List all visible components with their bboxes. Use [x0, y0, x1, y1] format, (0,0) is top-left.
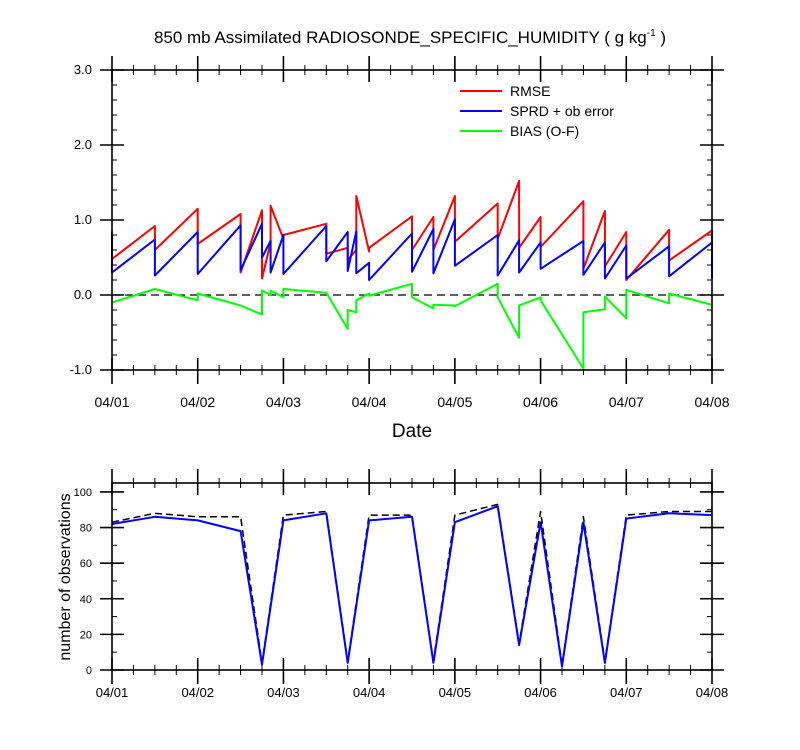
bottom-y-tick-label: 80: [80, 523, 92, 535]
bottom-x-tick-label: 04/01: [96, 685, 129, 700]
chart-title-superscript: -1: [647, 28, 656, 39]
bottom-series-observations-possible: [111, 503, 712, 666]
bottom-y-tick-label: 40: [80, 594, 92, 606]
bottom-panel: 04/01 04/02 04/03 04/04 04/05 04/06 04/07 04/08…: [57, 469, 728, 700]
bottom-y-tick-label: 100: [74, 487, 92, 499]
bottom-x-tick-label: 04/03: [267, 685, 300, 700]
bottom-series-observations-used: [111, 505, 713, 668]
top-x-tick-label: 04/08: [694, 394, 729, 410]
bottom-x-tick-label: 04/08: [696, 685, 729, 700]
bottom-x-tick-label: 04/05: [439, 685, 472, 700]
top-x-tick-label: 04/01: [94, 394, 129, 410]
top-x-tick-label: 04/04: [352, 394, 387, 410]
y-axis-label-observations: number of observations: [57, 493, 74, 660]
top-y-tick-label: 0.0: [74, 287, 92, 302]
top-series: [111, 180, 713, 370]
top-plot-frame: [111, 69, 713, 371]
top-x-tick-label: 04/02: [180, 394, 215, 410]
top-panel: 04/01 04/02 04/03 04/04 04/05 04/06 04/07 04/08…: [70, 56, 730, 442]
bottom-y-tick-label: 20: [80, 629, 92, 641]
bottom-x-tick-label: 04/06: [524, 685, 557, 700]
top-y-tick-label: 2.0: [74, 137, 92, 152]
top-y-tick-label: 3.0: [74, 62, 92, 77]
chart-title-main: 850 mb Assimilated RADIOSONDE_SPECIFIC_H…: [154, 28, 647, 47]
x-axis-label: Date: [392, 421, 432, 442]
bottom-y-tick-label: 60: [80, 558, 92, 570]
top-axes: 04/01 04/02 04/03 04/04 04/05 04/06 04/07 04/08…: [70, 56, 730, 410]
top-y-tick-label: -1.0: [70, 362, 92, 377]
top-x-tick-label: 04/06: [523, 394, 558, 410]
bottom-y-tick-label: 0: [86, 665, 92, 677]
legend-label-sprd: SPRD + ob error: [510, 103, 614, 119]
legend-label-rmse: RMSE: [510, 83, 550, 99]
bottom-axes: 04/01 04/02 04/03 04/04 04/05 04/06 04/07 04/08…: [74, 469, 729, 700]
bottom-x-tick-label: 04/07: [610, 685, 643, 700]
top-y-tick-label: 1.0: [74, 212, 92, 227]
top-series-bias-o-f: [111, 282, 713, 370]
bottom-plot-frame: [111, 482, 713, 671]
bottom-x-tick-label: 04/04: [353, 685, 386, 700]
legend-label-bias: BIAS (O-F): [510, 123, 579, 139]
top-series-sprd-ob-error: [111, 218, 713, 281]
top-x-tick-label: 04/03: [266, 394, 301, 410]
bottom-x-tick-label: 04/02: [181, 685, 214, 700]
top-x-tick-label: 04/07: [609, 394, 644, 410]
top-x-tick-label: 04/05: [437, 394, 472, 410]
chart-title: 850 mb Assimilated RADIOSONDE_SPECIFIC_H…: [154, 28, 666, 47]
bottom-series: [111, 503, 713, 668]
legend: RMSE SPRD + ob error BIAS (O-F): [460, 83, 614, 139]
chart-title-suffix: ): [656, 28, 666, 47]
